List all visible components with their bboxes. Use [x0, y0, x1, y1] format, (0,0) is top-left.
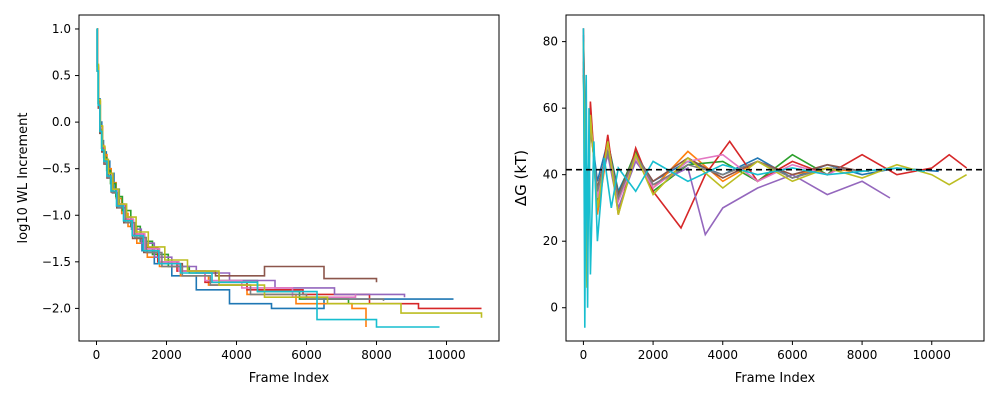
y-tick-label: 0 [550, 301, 558, 315]
x-tick-label: 2000 [151, 348, 182, 362]
x-tick-label: 4000 [221, 348, 252, 362]
plot-area [96, 28, 483, 328]
x-tick-label: 8000 [361, 348, 392, 362]
y-tick-label: −1.0 [42, 208, 71, 222]
x-tick-label: 0 [93, 348, 101, 362]
x-tick-label: 2000 [638, 348, 669, 362]
x-tick-label: 4000 [707, 348, 738, 362]
x-tick-label: 6000 [291, 348, 322, 362]
right-chart-delta-g: 0 2000 4000 6000 8000 10000 0 20 40 60 80 Frame Ind… [512, 14, 985, 386]
y-tick-label: −2.0 [42, 301, 71, 315]
y-tick-label: −0.5 [42, 162, 71, 176]
x-tick-label: 10000 [913, 348, 951, 362]
plot-area [566, 28, 984, 328]
plot-frame [565, 14, 985, 342]
x-axis-label: Frame Index [249, 371, 330, 386]
y-tick-label: 60 [543, 101, 558, 115]
y-tick-label: 1.0 [52, 22, 71, 36]
y-tick-label: 80 [543, 35, 558, 49]
y-tick-label: 0.0 [52, 115, 71, 129]
y-axis-label: log10 WL Increment [16, 113, 31, 244]
series-line-10 [96, 28, 440, 328]
left-chart-wl-increment: 0 2000 4000 6000 8000 10000 −2.0 −1.5 −1.0 −0.5 0.… [16, 14, 500, 386]
y-tick-label: −1.5 [42, 255, 71, 269]
y-tick-label: 0.5 [52, 69, 71, 83]
x-tick-label: 10000 [427, 348, 465, 362]
x-tick-label: 0 [580, 348, 588, 362]
x-axis-label: Frame Index [735, 371, 816, 386]
plot-frame [78, 14, 500, 342]
x-tick-label: 6000 [777, 348, 808, 362]
x-tick-label: 8000 [847, 348, 878, 362]
y-tick-label: 40 [543, 168, 558, 182]
y-axis-label: ΔG (kT) [512, 150, 530, 206]
series-line-10 [582, 28, 925, 328]
y-tick-label: 20 [543, 234, 558, 248]
